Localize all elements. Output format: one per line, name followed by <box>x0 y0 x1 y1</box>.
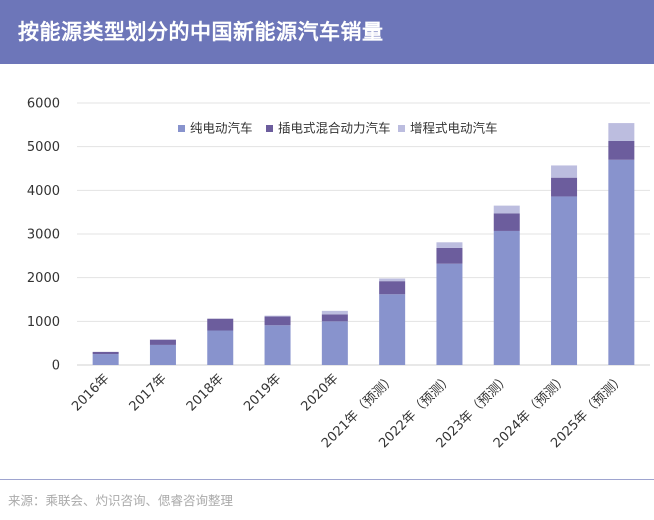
bar-segment <box>608 159 635 365</box>
bar-segment <box>436 242 463 248</box>
bar-segment <box>379 278 406 282</box>
bar-segment <box>264 325 291 365</box>
legend-swatch <box>398 125 405 132</box>
chart-title: 按能源类型划分的中国新能源汽车销量 <box>18 20 384 44</box>
y-tick-label: 1000 <box>27 315 60 330</box>
bars <box>92 123 635 365</box>
legend-label: 插电式混合动力汽车 <box>278 121 391 136</box>
legend-swatch <box>178 125 185 132</box>
bar-segment <box>207 330 234 365</box>
legend: 纯电动汽车 插电式混合动力汽车 增程式电动汽车 <box>178 121 498 136</box>
stacked-bar-chart: 0 1000 2000 3000 4000 5000 6000 2016年 2017年 2018… <box>27 97 650 451</box>
bar-segment <box>379 294 406 365</box>
x-tick-label: 2019年 <box>241 371 284 414</box>
y-tick-label: 4000 <box>27 184 60 199</box>
bar-segment <box>149 339 176 345</box>
bar-segment <box>321 310 348 315</box>
y-tick-label: 3000 <box>27 228 60 243</box>
y-tick-label: 2000 <box>27 271 60 286</box>
bar-segment <box>321 321 348 365</box>
x-tick-label: 2018年 <box>184 371 227 414</box>
bar-segment <box>149 344 176 365</box>
bar-segment <box>379 281 406 295</box>
bar-segment <box>551 177 578 197</box>
bar-segment <box>264 315 291 317</box>
bar-segment <box>436 263 463 365</box>
bar-segment <box>551 165 578 178</box>
bar-segment <box>493 213 520 231</box>
bar-segment <box>436 247 463 264</box>
bar-segment <box>493 205 520 214</box>
y-tick-label: 5000 <box>27 140 60 155</box>
y-axis: 0 1000 2000 3000 4000 5000 6000 <box>27 97 60 374</box>
x-axis: 2016年 2017年 2018年 2019年 2020年2021年（预测）2022年（… <box>69 371 628 451</box>
bar-segment <box>92 354 119 365</box>
x-tick-label: 2020年 <box>298 371 341 414</box>
bar-segment <box>493 230 520 365</box>
bar-segment <box>207 318 234 331</box>
y-tick-label: 6000 <box>27 97 60 112</box>
x-tick-label: 2016年 <box>69 371 112 414</box>
bar-segment <box>608 123 635 141</box>
bar-segment <box>321 314 348 322</box>
legend-swatch <box>266 125 273 132</box>
header-bar: 按能源类型划分的中国新能源汽车销量 <box>0 0 654 64</box>
bar-segment <box>551 196 578 365</box>
bar-segment <box>92 351 119 355</box>
legend-label: 纯电动汽车 <box>190 121 253 136</box>
footer-divider <box>0 479 654 480</box>
x-tick-label: 2017年 <box>127 371 170 414</box>
bar-segment <box>264 316 291 326</box>
bar-segment <box>608 140 635 160</box>
y-tick-label: 0 <box>52 359 60 374</box>
source-note: 来源：乘联会、灼识咨询、偲睿咨询整理 <box>8 493 234 508</box>
legend-label: 增程式电动汽车 <box>410 121 498 136</box>
